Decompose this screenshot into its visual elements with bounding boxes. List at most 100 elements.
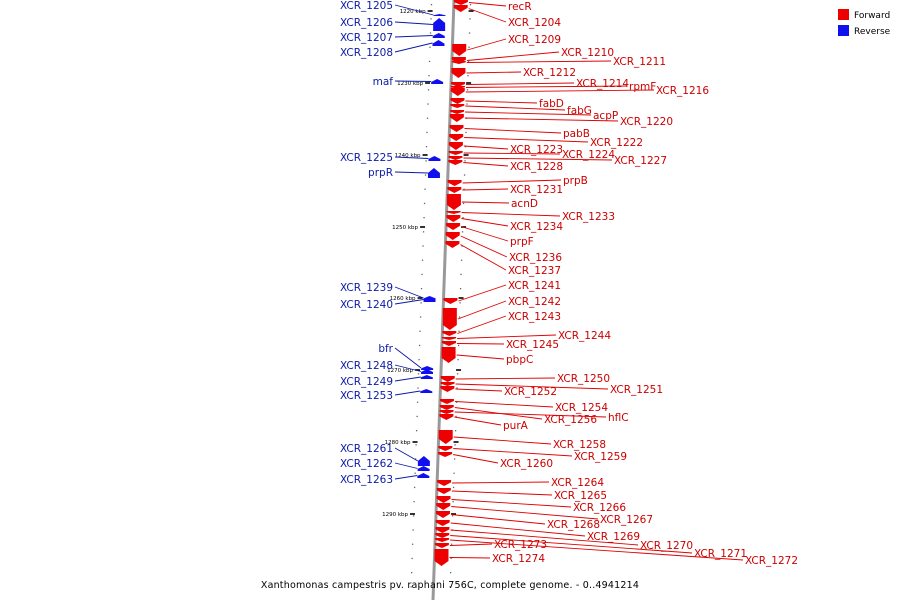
gene-prpf-arrow [446,223,461,230]
gene-xcr-1228-arrow [448,160,463,165]
gene-xcr-1256-label: XCR_1256 [544,414,597,426]
gene-recr-arrow [453,0,468,5]
gene-fabd-leader [465,100,538,104]
gene-xcr-1234-arrow [446,215,461,222]
gene-xcr-1260-leader [453,454,499,464]
gene-xcr-1254-arrow [439,399,454,404]
gene-fabg-leader [465,105,566,111]
scale-ticks: 1220 kbp 1230 kbp 1240 kbp 1250 kbp 1260 kbp… [382,9,474,518]
gene-xcr-1233-leader [461,212,561,217]
gene-xcr-1211-label: XCR_1211 [613,56,666,68]
gene-xcr-1267-leader [451,506,599,520]
gene-xcr-1231-leader [462,188,509,191]
gene-xcr-1210-label: XCR_1210 [561,47,614,59]
gene-xcr-1214-label: XCR_1214 [576,78,629,90]
gene-xcr-1207-label: XCR_1207 [340,32,393,44]
gene-xcr-1253-arrow [420,389,433,393]
gene-xcr-1216-arrow [450,88,465,96]
gene-xcr-1242-leader [457,300,507,320]
gene-xcr-1245-label: XCR_1245 [506,339,559,351]
gene-prpb-arrow [447,180,462,186]
gene-xcr-1270-leader [450,529,639,546]
gene-xcr-1216-leader [465,89,655,93]
scale-tick-label: 1220 kbp [400,9,426,15]
gene-xcr-1258-arrow [438,430,453,444]
gene-prpr-leader [394,171,428,174]
gene-xcr-1263-leader [394,475,418,480]
gene-xcr-1258-leader [453,436,552,445]
gene-hflc-label: hflC [608,412,629,424]
gene-xcr-1233-label: XCR_1233 [562,211,615,223]
gene-xcr-1227-leader [463,157,613,161]
gene-xcr-1249-arrow [420,375,433,379]
gene-xcr-1233-arrow [446,211,461,214]
gene-xcr-1207-leader [394,35,433,38]
gene-bfr-label: bfr [378,343,393,355]
gene-pura-label: purA [503,420,529,432]
gene-acpp-arrow [450,110,465,114]
gene-xcr-1273-label: XCR_1273 [494,539,547,551]
gene-xcr-1274-label: XCR_1274 [492,553,545,565]
gene-xcr-1245-arrow [441,341,456,346]
gene-xcr-1241-leader [458,284,507,302]
gene-prpr-label: prpR [368,167,393,179]
gene-fabg-label: fabG [567,105,592,117]
scale-tick-label: 1280 kbp [385,440,411,446]
gene-xcr-1242-label: XCR_1242 [508,296,561,308]
gene-xcr-1258-label: XCR_1258 [553,439,606,451]
gene-xcr-1273-arrow [434,543,449,548]
gene-xcr-1263-arrow [417,473,430,478]
gene-xcr-1240-leader [394,299,424,305]
gene-xcr-1249-leader [394,376,421,382]
gene-xcr-1225-label: XCR_1225 [340,152,393,164]
gene-rpmf-leader [465,85,628,88]
gene-xcr-1250-arrow [440,376,455,382]
gene-xcr-1244-leader [457,334,557,339]
gene-xcr-1222-leader [464,137,589,143]
gene-xcr-1272-arrow [435,538,450,542]
gene-xcr-1240-label: XCR_1240 [340,299,393,311]
gene-xcr-1260-arrow [438,452,453,457]
gene-xcr-1265-arrow [436,488,451,494]
gene-xcr-1220-arrow [449,114,464,122]
gene-prpf-label: prpF [510,236,534,248]
gene-xcr-1236-arrow [445,232,460,240]
gene-xcr-1208-leader [394,42,433,53]
gene-xcr-1237-leader [460,244,507,271]
gene-pabb-arrow [449,125,464,132]
gene-prpb-label: prpB [563,175,588,187]
gene-xcr-1227-label: XCR_1227 [614,155,667,167]
gene-xcr-1272-leader [450,539,744,561]
gene-prpr-arrow [427,168,440,178]
gene-xcr-1236-leader [460,235,508,258]
gene-xcr-1265-leader [451,490,553,496]
gene-xcr-1250-label: XCR_1250 [557,373,610,385]
gene-xcr-1216-label: XCR_1216 [656,85,709,97]
gene-pura-arrow [439,414,454,420]
gene-xcr-1253-leader [394,390,421,396]
gene-acnd-label: acnD [511,198,538,210]
gene-pabb-leader [464,128,562,134]
gene-xcr-1270-arrow [435,527,450,533]
gene-xcr-1236-label: XCR_1236 [509,252,562,264]
gene-xcr-1266-leader [451,499,572,508]
gene-xcr-1262-arrow [417,466,430,471]
gene-xcr-1208-label: XCR_1208 [340,47,393,59]
gene-xcr-1269-arrow [435,520,450,526]
gene-xcr-1273-leader [449,543,493,546]
gene-prpb-leader [462,179,562,184]
gene-xcr-1264-leader [452,481,550,484]
gene-xcr-1222-label: XCR_1222 [590,137,643,149]
gene-xcr-1212-label: XCR_1212 [523,67,576,79]
legend: Forward Reverse [838,9,891,37]
gene-xcr-1271-label: XCR_1271 [694,548,747,560]
gene-xcr-1206-leader [394,21,434,25]
gene-xcr-1220-label: XCR_1220 [620,116,673,128]
gene-xcr-1244-arrow [442,337,457,340]
gene-xcr-1261-label: XCR_1261 [340,443,393,455]
gene-xcr-1210-arrow [451,57,466,64]
gene-pbpc-label: pbpC [506,354,533,366]
gene-xcr-1220-leader [464,117,619,122]
gene-xcr-1248-arrow [420,369,433,374]
